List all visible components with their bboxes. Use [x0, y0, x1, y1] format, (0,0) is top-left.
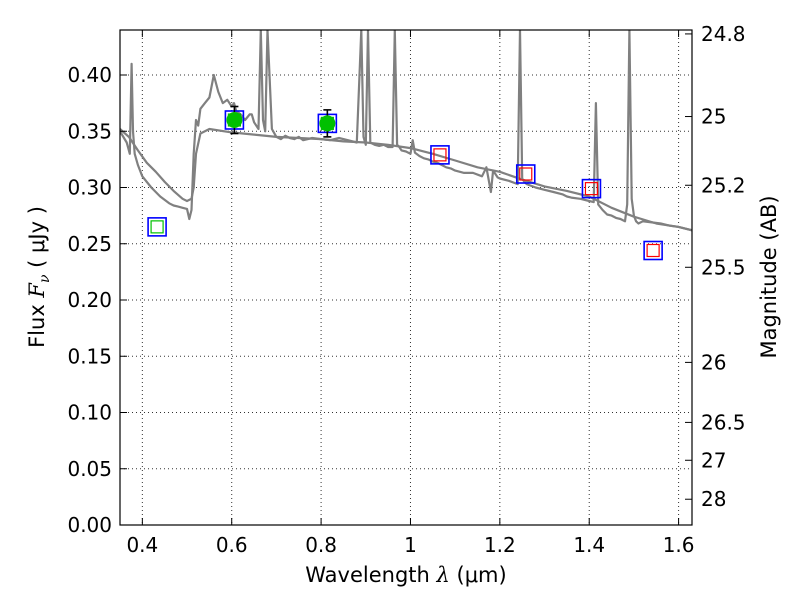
band-frame-marker — [147, 217, 167, 237]
y2-tick-label: 24.8 — [701, 22, 746, 46]
x-tick-label: 1 — [404, 533, 417, 557]
y2-tick-label: 25.2 — [701, 173, 746, 197]
series-layer — [120, 30, 692, 232]
band-frame-marker — [430, 145, 450, 165]
band-frame-marker — [515, 164, 536, 184]
x-tick-label: 1.4 — [573, 533, 605, 557]
x-tick-label: 1.2 — [484, 533, 516, 557]
y2-axis-label: Magnitude (AB) — [757, 195, 781, 358]
x-axis-label: Wavelength λ (μm) — [305, 563, 506, 587]
model-flux-marker — [584, 182, 599, 196]
y-tick-label: 0.10 — [67, 401, 112, 425]
band-frame-marker — [643, 240, 663, 261]
y-axis-label: Flux Fν ( μJy ) — [25, 206, 53, 348]
model-flux-marker — [519, 167, 533, 181]
model-flux-marker — [433, 148, 447, 162]
plot-frame — [119, 29, 693, 526]
y2-tick-label: 26 — [701, 350, 726, 374]
band-frame-marker — [581, 178, 602, 199]
y2-tick-label: 25 — [701, 105, 726, 129]
x-tick-label: 0.6 — [216, 533, 248, 557]
y2-tick-label: 27 — [701, 448, 726, 472]
y-tick-label: 0.40 — [67, 63, 112, 87]
y-tick-label: 0.30 — [67, 176, 112, 200]
y-tick-label: 0.15 — [67, 344, 112, 368]
y-tick-label: 0.05 — [67, 457, 112, 481]
detection-point — [319, 115, 336, 132]
detection-point — [226, 112, 243, 128]
y-tick-label: 0.00 — [67, 513, 112, 537]
y2-tick-label: 26.5 — [701, 410, 746, 434]
x-tick-label: 1.6 — [663, 533, 695, 557]
y-tick-label: 0.35 — [67, 119, 112, 143]
plot-area — [120, 30, 692, 525]
x-tick-label: 0.8 — [305, 533, 337, 557]
y-tick-label: 0.20 — [67, 288, 112, 312]
y2-tick-label: 28 — [701, 487, 726, 511]
model-flux-marker — [646, 243, 660, 258]
model-flux-marker — [150, 220, 164, 234]
x-tick-label: 0.4 — [126, 533, 158, 557]
markers-layer — [147, 105, 663, 261]
y2-tick-label: 25.5 — [701, 255, 746, 279]
model-spectrum-line — [120, 30, 692, 232]
y-tick-label: 0.25 — [67, 232, 112, 256]
ticks: 0.4 0.6 0.8 1 1.2 1.4 1.6 0.00 0.05 0.10 0.15 0.20 0… — [67, 22, 745, 557]
